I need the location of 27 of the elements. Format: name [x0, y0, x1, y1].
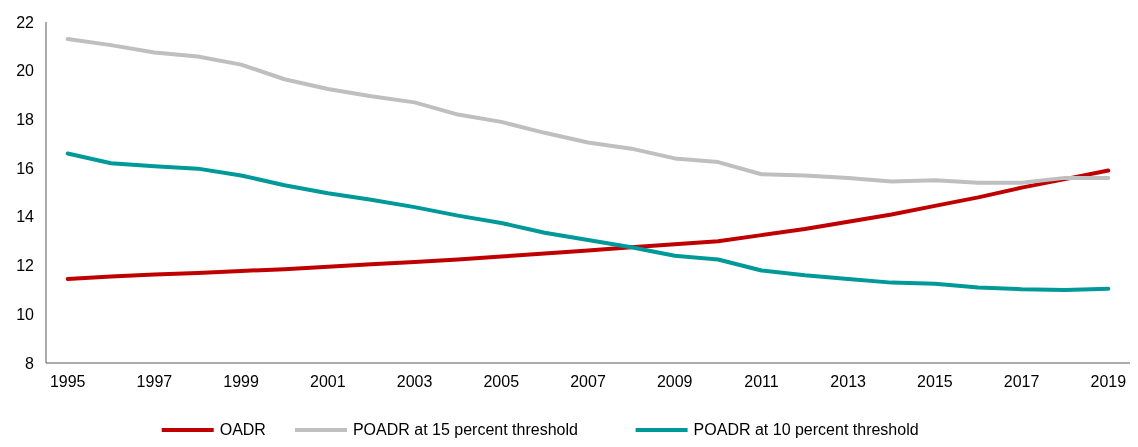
x-tick-label: 2019: [1090, 373, 1127, 390]
y-tick-label: 22: [16, 13, 35, 31]
y-tick-label: 20: [16, 62, 35, 80]
x-tick-label: 2013: [830, 373, 867, 390]
y-tick-label: 12: [16, 257, 35, 275]
x-tick-label: 2003: [396, 373, 433, 390]
x-tick-label: 1997: [136, 373, 173, 390]
line-series: [65, 151, 1111, 292]
x-tick-label: 2005: [483, 373, 520, 390]
legend-label: OADR: [219, 421, 266, 438]
line-series: [65, 168, 1111, 281]
x-tick-label: 2009: [656, 373, 693, 390]
x-tick-label: 2011: [744, 373, 779, 390]
y-tick-label: 18: [16, 111, 35, 129]
legend-label: POADR at 15 percent threshold: [352, 421, 578, 438]
y-tick-label: 14: [16, 208, 35, 226]
x-tick-label: 1999: [223, 373, 260, 390]
y-tick-label: 16: [16, 159, 35, 177]
line-series: [65, 37, 1111, 185]
legend-label: POADR at 10 percent threshold: [693, 421, 919, 438]
x-tick-label: 2015: [917, 373, 953, 390]
x-tick-label: 2001: [310, 373, 346, 390]
x-tick-label: 1995: [49, 373, 86, 390]
x-tick-label: 2007: [570, 373, 606, 390]
y-tick-label: 10: [16, 305, 35, 323]
x-tick-label: 2017: [1003, 373, 1040, 390]
y-tick-label: 8: [25, 354, 35, 372]
